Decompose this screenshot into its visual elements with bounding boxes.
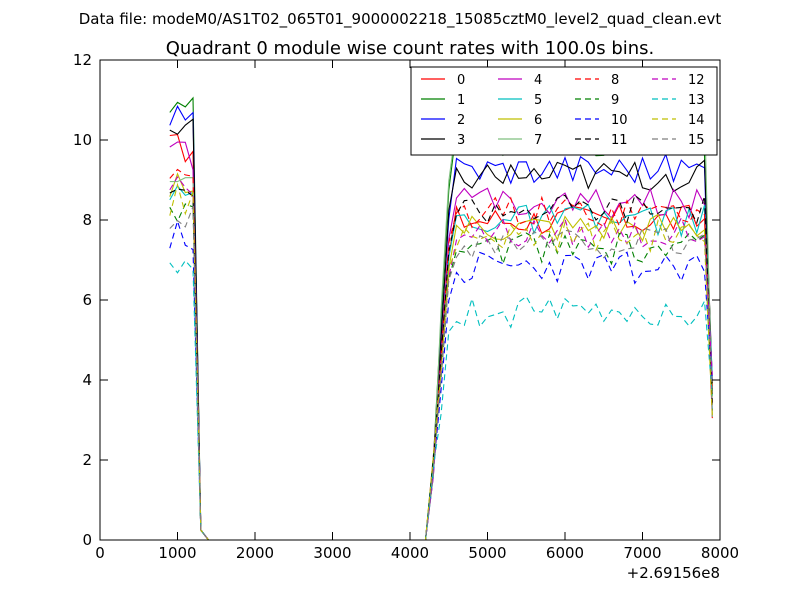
x-axis: 0 1000 2000 3000 4000 5000 6000 7000 8000 (95, 60, 739, 562)
series-line-11 (169, 188, 713, 540)
legend-label-3: 3 (457, 133, 465, 148)
x-tick-label: 1000 (158, 544, 196, 562)
legend-label-13: 13 (688, 93, 705, 108)
legend-label-7: 7 (534, 133, 542, 148)
x-tick-label: 5000 (468, 544, 506, 562)
series-line-10 (169, 219, 713, 540)
x-tick-label: 7000 (623, 544, 661, 562)
x-tick-label: 2000 (236, 544, 274, 562)
figure-suptitle: Data file: modeM0/AS1T02_065T01_90000022… (79, 10, 722, 29)
legend-label-8: 8 (611, 73, 619, 88)
legend-label-1: 1 (457, 93, 465, 108)
legend-label-9: 9 (611, 93, 619, 108)
x-tick-label: 3000 (313, 544, 351, 562)
legend-frame (410, 66, 718, 156)
x-tick-label: 4000 (391, 544, 429, 562)
legend-label-10: 10 (611, 113, 628, 128)
y-tick-label: 10 (73, 131, 92, 149)
legend-label-0: 0 (457, 73, 465, 88)
series-line-3 (169, 118, 713, 540)
legend-label-11: 11 (611, 133, 628, 148)
series-line-15 (169, 206, 713, 540)
legend-label-2: 2 (457, 113, 465, 128)
legend-label-5: 5 (534, 93, 542, 108)
y-tick-label: 4 (82, 371, 92, 389)
legend-label-4: 4 (534, 73, 542, 88)
series-layer (169, 96, 713, 540)
x-tick-label: 6000 (546, 544, 584, 562)
series-line-13 (169, 259, 713, 540)
y-tick-label: 6 (82, 291, 92, 309)
legend-label-12: 12 (688, 73, 705, 88)
legend-label-14: 14 (688, 113, 705, 128)
y-tick-label: 2 (82, 451, 92, 469)
x-tick-label: 8000 (701, 544, 739, 562)
y-tick-label: 12 (73, 51, 92, 69)
y-tick-label: 0 (82, 531, 92, 549)
legend-label-6: 6 (534, 113, 542, 128)
y-tick-label: 8 (82, 211, 92, 229)
x-offset-label: +2.69156e8 (627, 564, 720, 582)
x-tick-label: 0 (95, 544, 105, 562)
chart-title: Quadrant 0 module wise count rates with … (166, 38, 655, 59)
legend-label-15: 15 (688, 133, 705, 148)
